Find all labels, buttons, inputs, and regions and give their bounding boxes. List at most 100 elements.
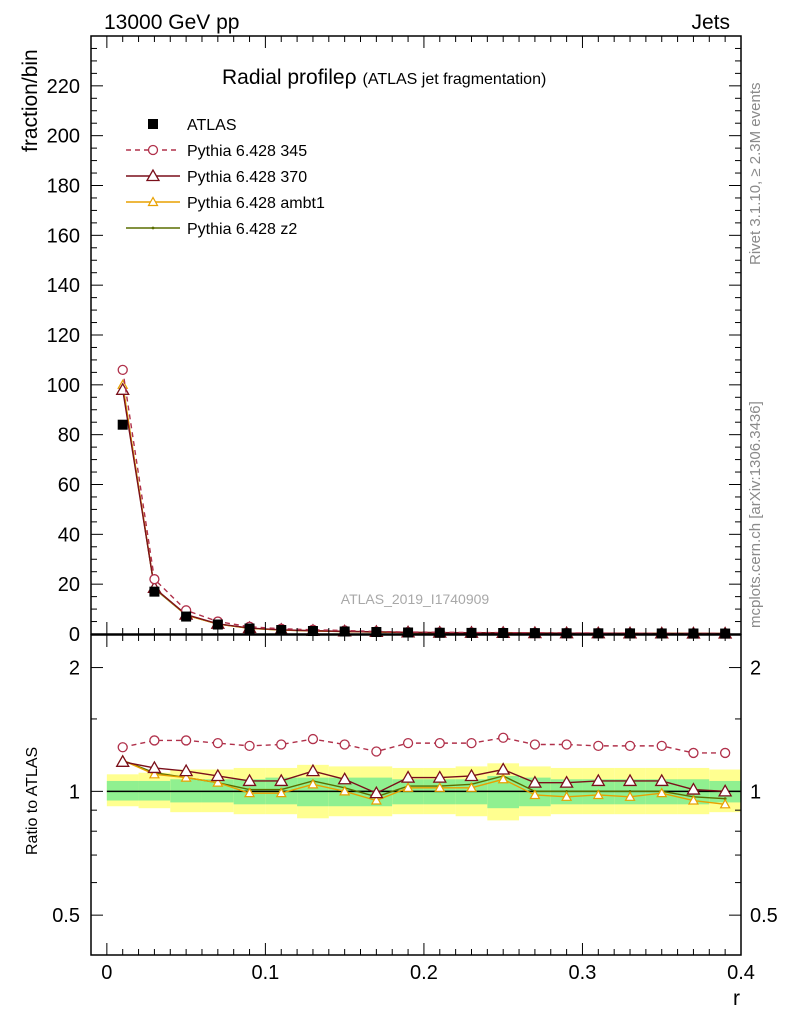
legend-label-pythia-6-428-345: Pythia 6.428 345 xyxy=(187,143,307,160)
legend-label-pythia-6-428-ambt1: Pythia 6.428 ambt1 xyxy=(187,195,325,212)
ratio-point-pythia-6-428-345 xyxy=(339,739,350,750)
main-point-atlas xyxy=(117,419,128,430)
ratio-point-pythia-6-428-370 xyxy=(147,760,162,774)
ratio-point-pythia-6-428-345 xyxy=(529,739,541,750)
x-axis-label: r xyxy=(733,987,740,1010)
legend-marker-pythia-6-428-ambt1 xyxy=(147,196,159,207)
y-tick-label-ratio: 0.5 xyxy=(52,905,80,927)
legend-marker-pythia-6-428-z2 xyxy=(151,226,155,230)
ratio-point-pythia-6-428-370 xyxy=(274,773,289,787)
ratio-point-pythia-6-428-ambt1 xyxy=(529,789,541,800)
ratio-point-pythia-6-428-ambt1 xyxy=(592,789,604,800)
x-tick-label: 0.1 xyxy=(251,962,279,984)
ratio-point-pythia-6-428-345 xyxy=(624,740,636,752)
legend-label-atlas: ATLAS xyxy=(187,117,237,134)
main-point-atlas xyxy=(212,619,223,630)
x-tick-label: 0 xyxy=(101,962,112,984)
ratio-point-pythia-6-428-345 xyxy=(180,735,192,746)
ratio-point-pythia-6-428-370 xyxy=(527,775,543,788)
ratio-point-pythia-6-428-370 xyxy=(654,773,669,787)
legend-marker-pythia-6-428-345 xyxy=(147,144,159,156)
ratio-point-pythia-6-428-370 xyxy=(622,773,638,787)
ratio-point-pythia-6-428-370 xyxy=(115,754,130,767)
ratio-point-pythia-6-428-370 xyxy=(210,768,225,782)
y-tick-label-main: 20 xyxy=(58,574,80,596)
x-tick-label: 0.4 xyxy=(727,962,755,984)
ratio-point-pythia-6-428-ambt1 xyxy=(370,794,382,805)
chart-title: Radial profileρ (ATLAS jet fragmentation) xyxy=(222,66,546,89)
ratio-point-pythia-6-428-370 xyxy=(337,771,352,785)
y-tick-label-main: 60 xyxy=(58,475,80,497)
ratio-point-pythia-6-428-ambt1 xyxy=(307,778,319,789)
ratio-point-pythia-6-428-345 xyxy=(402,737,414,749)
ratio-point-pythia-6-428-ambt1 xyxy=(339,785,351,796)
y-tick-label-main: 120 xyxy=(47,325,80,347)
ratio-point-pythia-6-428-ambt1 xyxy=(275,787,287,798)
ratio-point-pythia-6-428-ambt1 xyxy=(719,798,731,809)
ratio-point-pythia-6-428-345 xyxy=(656,740,667,752)
ratio-point-pythia-6-428-345 xyxy=(498,732,509,743)
ratio-point-pythia-6-428-345 xyxy=(212,737,223,749)
ratio-point-pythia-6-428-ambt1 xyxy=(656,787,668,798)
y-tick-label-main: 140 xyxy=(47,275,80,297)
ratio-point-pythia-6-428-ambt1 xyxy=(687,794,699,805)
ratio-point-pythia-6-428-370 xyxy=(242,773,257,787)
axes: 0 20 40 60 80 100 120 140 160 180 200 220 0 0.1 0.2 0.3… xyxy=(47,35,778,984)
y-tick-label-main: 180 xyxy=(47,176,80,198)
y-tick-label-main: 0 xyxy=(69,624,80,646)
ratio-point-pythia-6-428-ambt1 xyxy=(402,782,414,792)
legend-marker-atlas xyxy=(148,119,158,129)
ratio-point-pythia-6-428-345 xyxy=(276,739,287,750)
ratio-point-pythia-6-428-370 xyxy=(686,782,701,795)
y-tick-label-ratio-right: 0.5 xyxy=(750,905,778,927)
header-left: 13000 GeV pp xyxy=(104,11,239,34)
ratio-point-pythia-6-428-370 xyxy=(432,770,447,783)
legend: ATLAS Pythia 6.428 345 Pythia 6.428 370 Pyt… xyxy=(126,117,325,238)
main-point-atlas xyxy=(149,586,160,597)
ratio-point-pythia-6-428-ambt1 xyxy=(624,791,636,801)
main-point-pythia-6-428-345 xyxy=(117,364,128,376)
y-tick-label-main: 160 xyxy=(47,225,80,247)
ratio-point-pythia-6-428-370 xyxy=(496,762,511,775)
main-point-pythia-6-428-370 xyxy=(115,382,130,395)
rivet-note: Rivet 3.1.10, ≥ 2.3M events xyxy=(747,83,764,266)
y-tick-label-main: 100 xyxy=(47,375,80,397)
ratio-point-pythia-6-428-345 xyxy=(434,737,445,749)
ratio-point-pythia-6-428-345 xyxy=(117,742,128,753)
main-point-pythia-6-428-345 xyxy=(149,574,160,585)
main-point-atlas xyxy=(181,611,192,622)
ratio-point-pythia-6-428-370 xyxy=(591,773,606,787)
y-tick-label-main: 200 xyxy=(47,126,80,148)
ratio-point-pythia-6-428-370 xyxy=(369,785,384,799)
watermark: ATLAS_2019_I1740909 xyxy=(341,591,490,607)
ratio-point-pythia-6-428-ambt1 xyxy=(180,771,192,782)
ratio-frame xyxy=(90,634,742,956)
ratio-point-pythia-6-428-ambt1 xyxy=(561,791,573,801)
y-tick-label-main: 220 xyxy=(47,76,80,98)
y-tick-label-ratio: 1 xyxy=(69,781,80,803)
mcplots-note: mcplots.cern.ch [arXiv:1306.3436] xyxy=(747,401,764,628)
series-layer xyxy=(115,364,733,809)
ratio-point-pythia-6-428-345 xyxy=(466,737,477,749)
ratio-point-pythia-6-428-370 xyxy=(179,763,194,777)
y-tick-label-main: 80 xyxy=(58,425,80,447)
legend-marker-pythia-6-428-370 xyxy=(145,168,161,182)
ratio-point-pythia-6-428-345 xyxy=(244,740,255,752)
ratio-point-pythia-6-428-345 xyxy=(307,733,319,745)
ratio-point-pythia-6-428-370 xyxy=(464,768,479,782)
ratio-point-pythia-6-428-345 xyxy=(593,740,604,752)
ratio-point-pythia-6-428-ambt1 xyxy=(434,782,446,792)
ratio-line-pythia-6-428-370 xyxy=(122,761,726,794)
ratio-point-pythia-6-428-370 xyxy=(305,763,321,777)
y-tick-label-ratio-right: 1 xyxy=(750,781,761,803)
ratio-point-pythia-6-428-370 xyxy=(718,784,733,797)
x-tick-label: 0.3 xyxy=(569,962,597,984)
legend-label-pythia-6-428-370: Pythia 6.428 370 xyxy=(187,169,307,186)
ratio-point-pythia-6-428-345 xyxy=(688,747,699,759)
ratio-point-pythia-6-428-ambt1 xyxy=(212,776,224,787)
ratio-point-pythia-6-428-ambt1 xyxy=(148,768,160,779)
y-tick-label-ratio: 2 xyxy=(69,658,80,680)
ratio-point-pythia-6-428-ambt1 xyxy=(497,773,509,784)
y-axis-label-main: fraction/bin xyxy=(19,49,42,152)
